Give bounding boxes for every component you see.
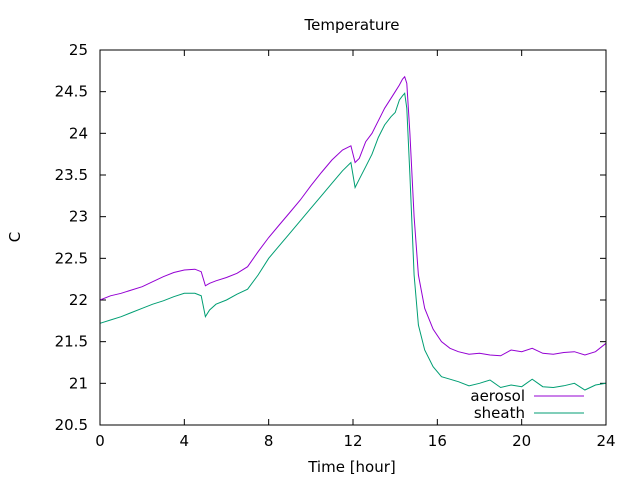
series-line-sheath — [99, 92, 607, 391]
axis-ticks — [99, 49, 607, 426]
legend-label-sheath: sheath — [474, 404, 525, 422]
x-tick-label: 0 — [95, 432, 105, 450]
x-tick-label: 12 — [343, 432, 362, 450]
axis-tick-labels: 0 4 8 12 16 20 24 20.5 21 21.5 22 22.5 23 23.5 24 24.5 2… — [55, 41, 616, 450]
y-axis-title: C — [6, 232, 24, 242]
y-tick-label: 21.5 — [55, 333, 88, 351]
x-tick-label: 16 — [428, 432, 447, 450]
y-tick-label: 22 — [69, 291, 88, 309]
y-tick-label: 25 — [69, 41, 88, 59]
y-tick-label: 22.5 — [55, 249, 88, 267]
legend-label-aerosol: aerosol — [470, 387, 525, 405]
y-tick-label: 24.5 — [55, 83, 88, 101]
series-line-aerosol — [99, 75, 607, 357]
x-axis-title: Time [hour] — [307, 458, 396, 476]
y-tick-label: 23.5 — [55, 166, 88, 184]
plot-frame — [99, 49, 607, 426]
x-tick-label: 8 — [264, 432, 274, 450]
y-tick-label: 20.5 — [55, 416, 88, 434]
x-tick-label: 24 — [596, 432, 615, 450]
chart-title: Temperature — [303, 16, 399, 34]
x-tick-label: 4 — [180, 432, 190, 450]
x-tick-label: 20 — [512, 432, 531, 450]
y-tick-label: 21 — [69, 374, 88, 392]
y-tick-label: 23 — [69, 208, 88, 226]
y-tick-label: 24 — [69, 124, 88, 142]
series-lines — [99, 75, 607, 391]
